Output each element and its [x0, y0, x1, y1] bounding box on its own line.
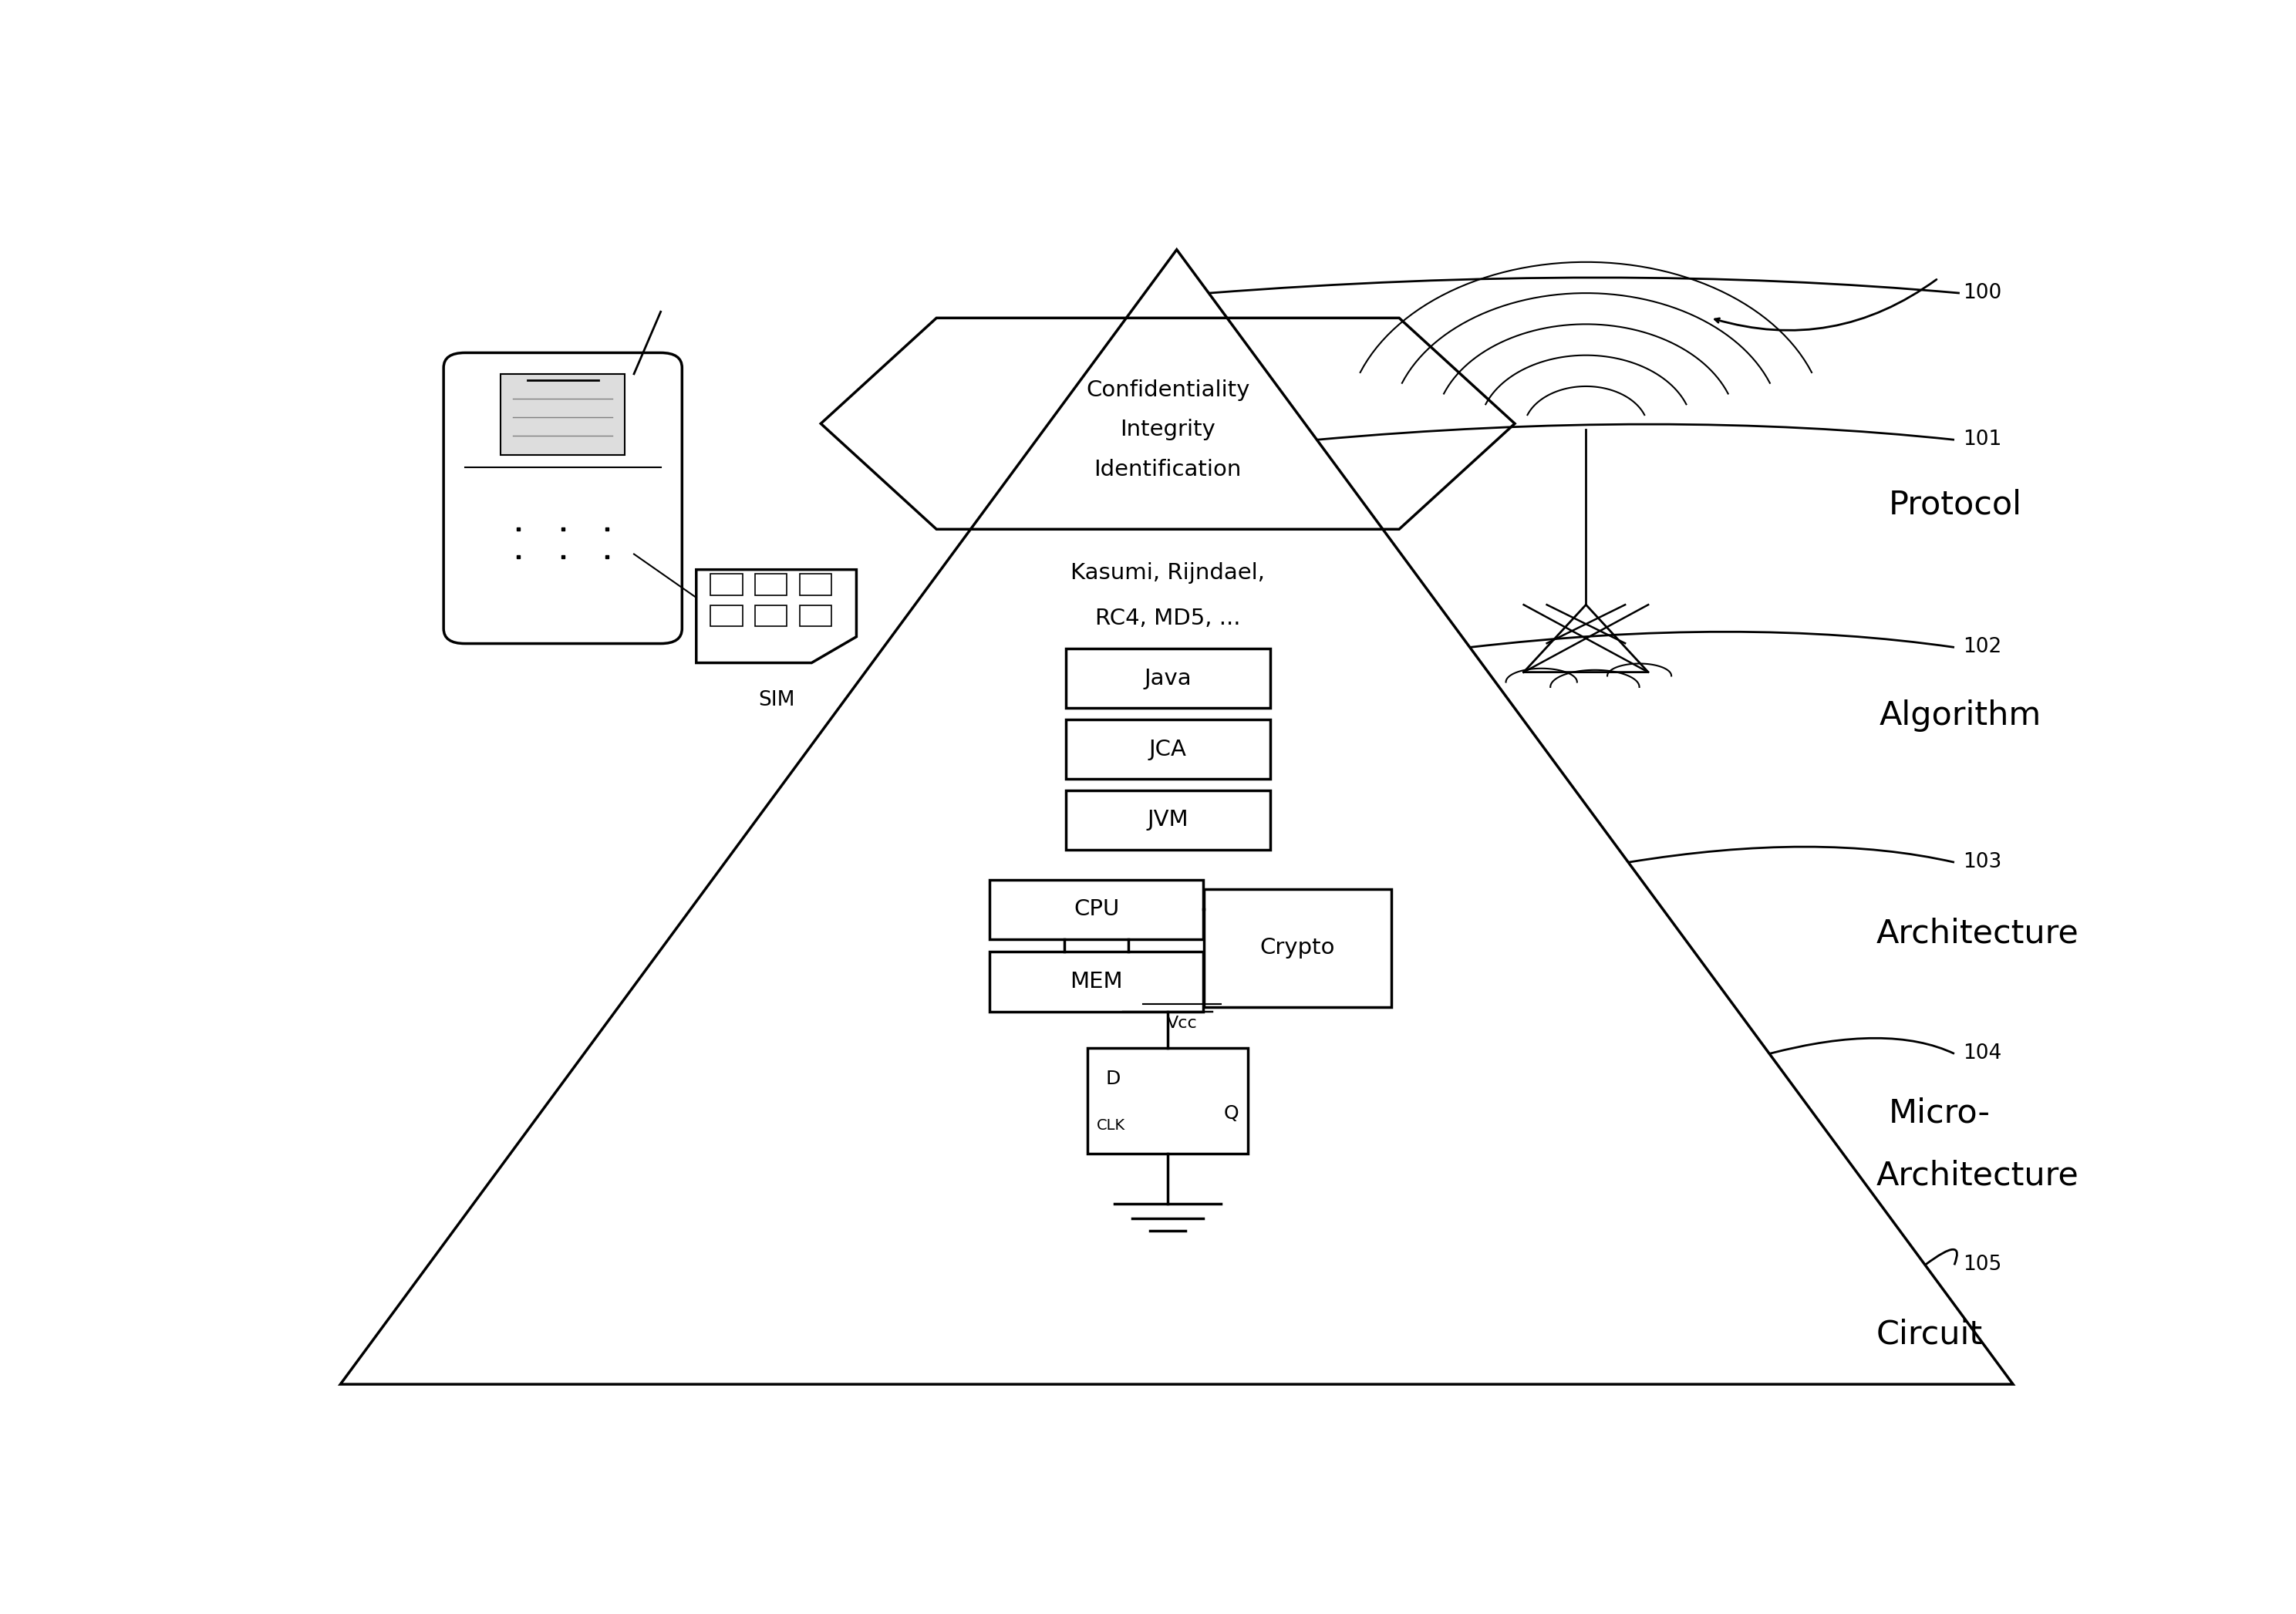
Bar — [755, 605, 788, 626]
Text: Confidentiality: Confidentiality — [1086, 379, 1249, 400]
Text: 103: 103 — [1963, 852, 2002, 872]
Text: Algorithm: Algorithm — [1880, 699, 2041, 731]
Text: Kasumi, Rijndael,: Kasumi, Rijndael, — [1070, 562, 1265, 584]
Bar — [501, 374, 625, 455]
Bar — [709, 575, 742, 596]
Text: Architecture: Architecture — [1876, 917, 2078, 949]
Bar — [1065, 791, 1270, 851]
Text: MEM: MEM — [1070, 970, 1123, 993]
Text: Architecture: Architecture — [1876, 1159, 2078, 1191]
Text: 105: 105 — [1963, 1256, 2002, 1275]
Bar — [1205, 889, 1391, 1007]
Text: Q: Q — [1224, 1104, 1240, 1123]
Text: CLK: CLK — [1097, 1119, 1125, 1133]
Bar — [990, 880, 1203, 939]
FancyBboxPatch shape — [443, 353, 682, 644]
Text: Identification: Identification — [1093, 458, 1242, 481]
Text: Java: Java — [1143, 668, 1192, 689]
Bar — [755, 575, 788, 596]
Bar — [1065, 720, 1270, 780]
Text: JVM: JVM — [1148, 809, 1189, 831]
Text: Circuit: Circuit — [1876, 1319, 1981, 1351]
Text: D: D — [1107, 1070, 1120, 1088]
Text: 101: 101 — [1963, 429, 2002, 450]
Bar — [799, 605, 831, 626]
Text: Protocol: Protocol — [1890, 487, 2023, 521]
Text: Vcc: Vcc — [1166, 1015, 1199, 1031]
Bar — [1088, 1047, 1249, 1154]
Text: CPU: CPU — [1075, 899, 1120, 920]
Text: 102: 102 — [1963, 638, 2002, 657]
Text: Crypto: Crypto — [1261, 938, 1336, 959]
Text: Integrity: Integrity — [1120, 420, 1215, 441]
Bar — [1065, 649, 1270, 709]
Bar — [990, 952, 1203, 1012]
Bar — [709, 605, 742, 626]
Text: SIM: SIM — [758, 691, 794, 710]
Bar — [799, 575, 831, 596]
Text: 100: 100 — [1963, 282, 2002, 303]
Text: 104: 104 — [1963, 1044, 2002, 1064]
Text: JCA: JCA — [1148, 739, 1187, 760]
Text: Micro-: Micro- — [1890, 1098, 1991, 1130]
Text: RC4, MD5, ...: RC4, MD5, ... — [1095, 608, 1240, 629]
